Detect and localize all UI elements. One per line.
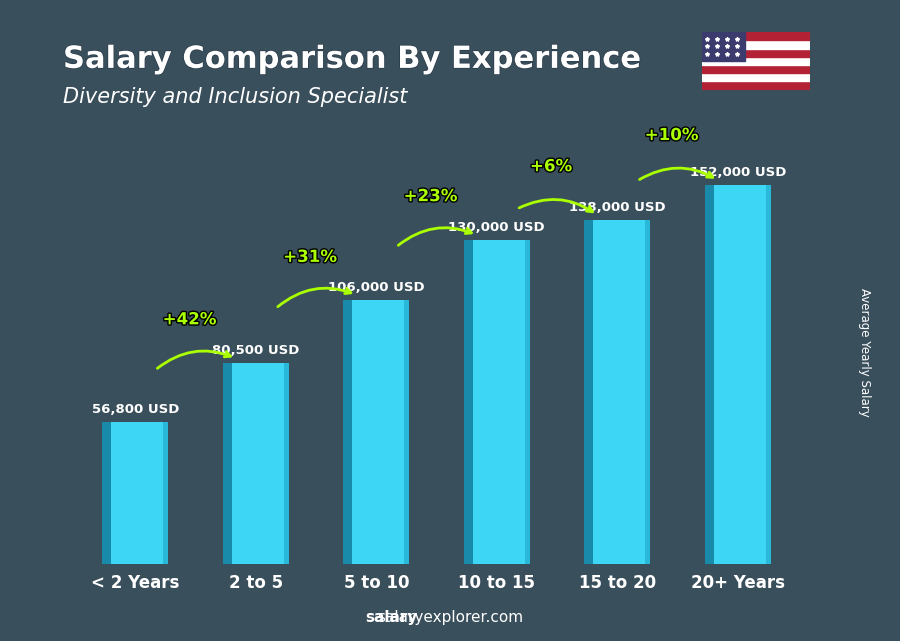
Bar <box>702 81 810 90</box>
Bar <box>709 185 766 564</box>
Bar <box>584 220 651 564</box>
Bar <box>343 300 410 564</box>
Text: +10%: +10% <box>644 126 698 144</box>
Bar <box>222 363 289 564</box>
Text: +23%: +23% <box>403 187 457 205</box>
Bar <box>702 73 810 81</box>
Bar <box>223 363 231 564</box>
Bar <box>348 300 404 564</box>
Bar <box>103 422 168 564</box>
Bar <box>103 422 111 564</box>
Text: 80,500 USD: 80,500 USD <box>212 344 300 357</box>
Text: 152,000 USD: 152,000 USD <box>689 166 786 179</box>
Bar <box>469 240 525 564</box>
Text: Average Yearly Salary: Average Yearly Salary <box>858 288 870 417</box>
Bar <box>344 300 352 564</box>
Bar <box>584 220 593 564</box>
Bar <box>590 220 645 564</box>
Bar <box>702 32 745 61</box>
Bar <box>702 57 810 65</box>
Bar <box>107 422 164 564</box>
Bar <box>705 185 714 564</box>
Bar <box>705 185 770 564</box>
Text: 106,000 USD: 106,000 USD <box>328 281 425 294</box>
Text: salary: salary <box>365 610 418 625</box>
Bar <box>464 240 530 564</box>
Text: 130,000 USD: 130,000 USD <box>448 221 545 234</box>
Bar <box>702 65 810 73</box>
Bar <box>702 40 810 49</box>
Text: +42%: +42% <box>163 310 216 328</box>
Text: Salary Comparison By Experience: Salary Comparison By Experience <box>63 45 639 74</box>
Text: 56,800 USD: 56,800 USD <box>92 403 179 416</box>
Text: salaryexplorer.com: salaryexplorer.com <box>377 610 523 625</box>
Bar <box>702 32 810 40</box>
Text: +6%: +6% <box>530 157 572 175</box>
Bar <box>228 363 284 564</box>
Text: +31%: +31% <box>284 248 337 266</box>
Text: Diversity and Inclusion Specialist: Diversity and Inclusion Specialist <box>63 87 408 106</box>
Bar <box>702 49 810 57</box>
Text: 138,000 USD: 138,000 USD <box>569 201 665 214</box>
Bar <box>464 240 472 564</box>
